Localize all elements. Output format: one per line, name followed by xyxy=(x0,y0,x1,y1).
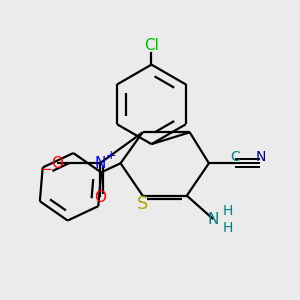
Text: +: + xyxy=(106,148,116,161)
Text: Cl: Cl xyxy=(144,38,159,53)
Text: N: N xyxy=(94,156,106,171)
Text: N: N xyxy=(255,150,266,164)
Text: −: − xyxy=(39,162,52,177)
Text: H: H xyxy=(223,204,233,218)
Text: N: N xyxy=(208,212,219,227)
Text: C: C xyxy=(230,150,240,164)
Text: O: O xyxy=(51,156,63,171)
Text: S: S xyxy=(137,195,148,213)
Text: H: H xyxy=(223,221,233,235)
Text: O: O xyxy=(94,190,106,205)
